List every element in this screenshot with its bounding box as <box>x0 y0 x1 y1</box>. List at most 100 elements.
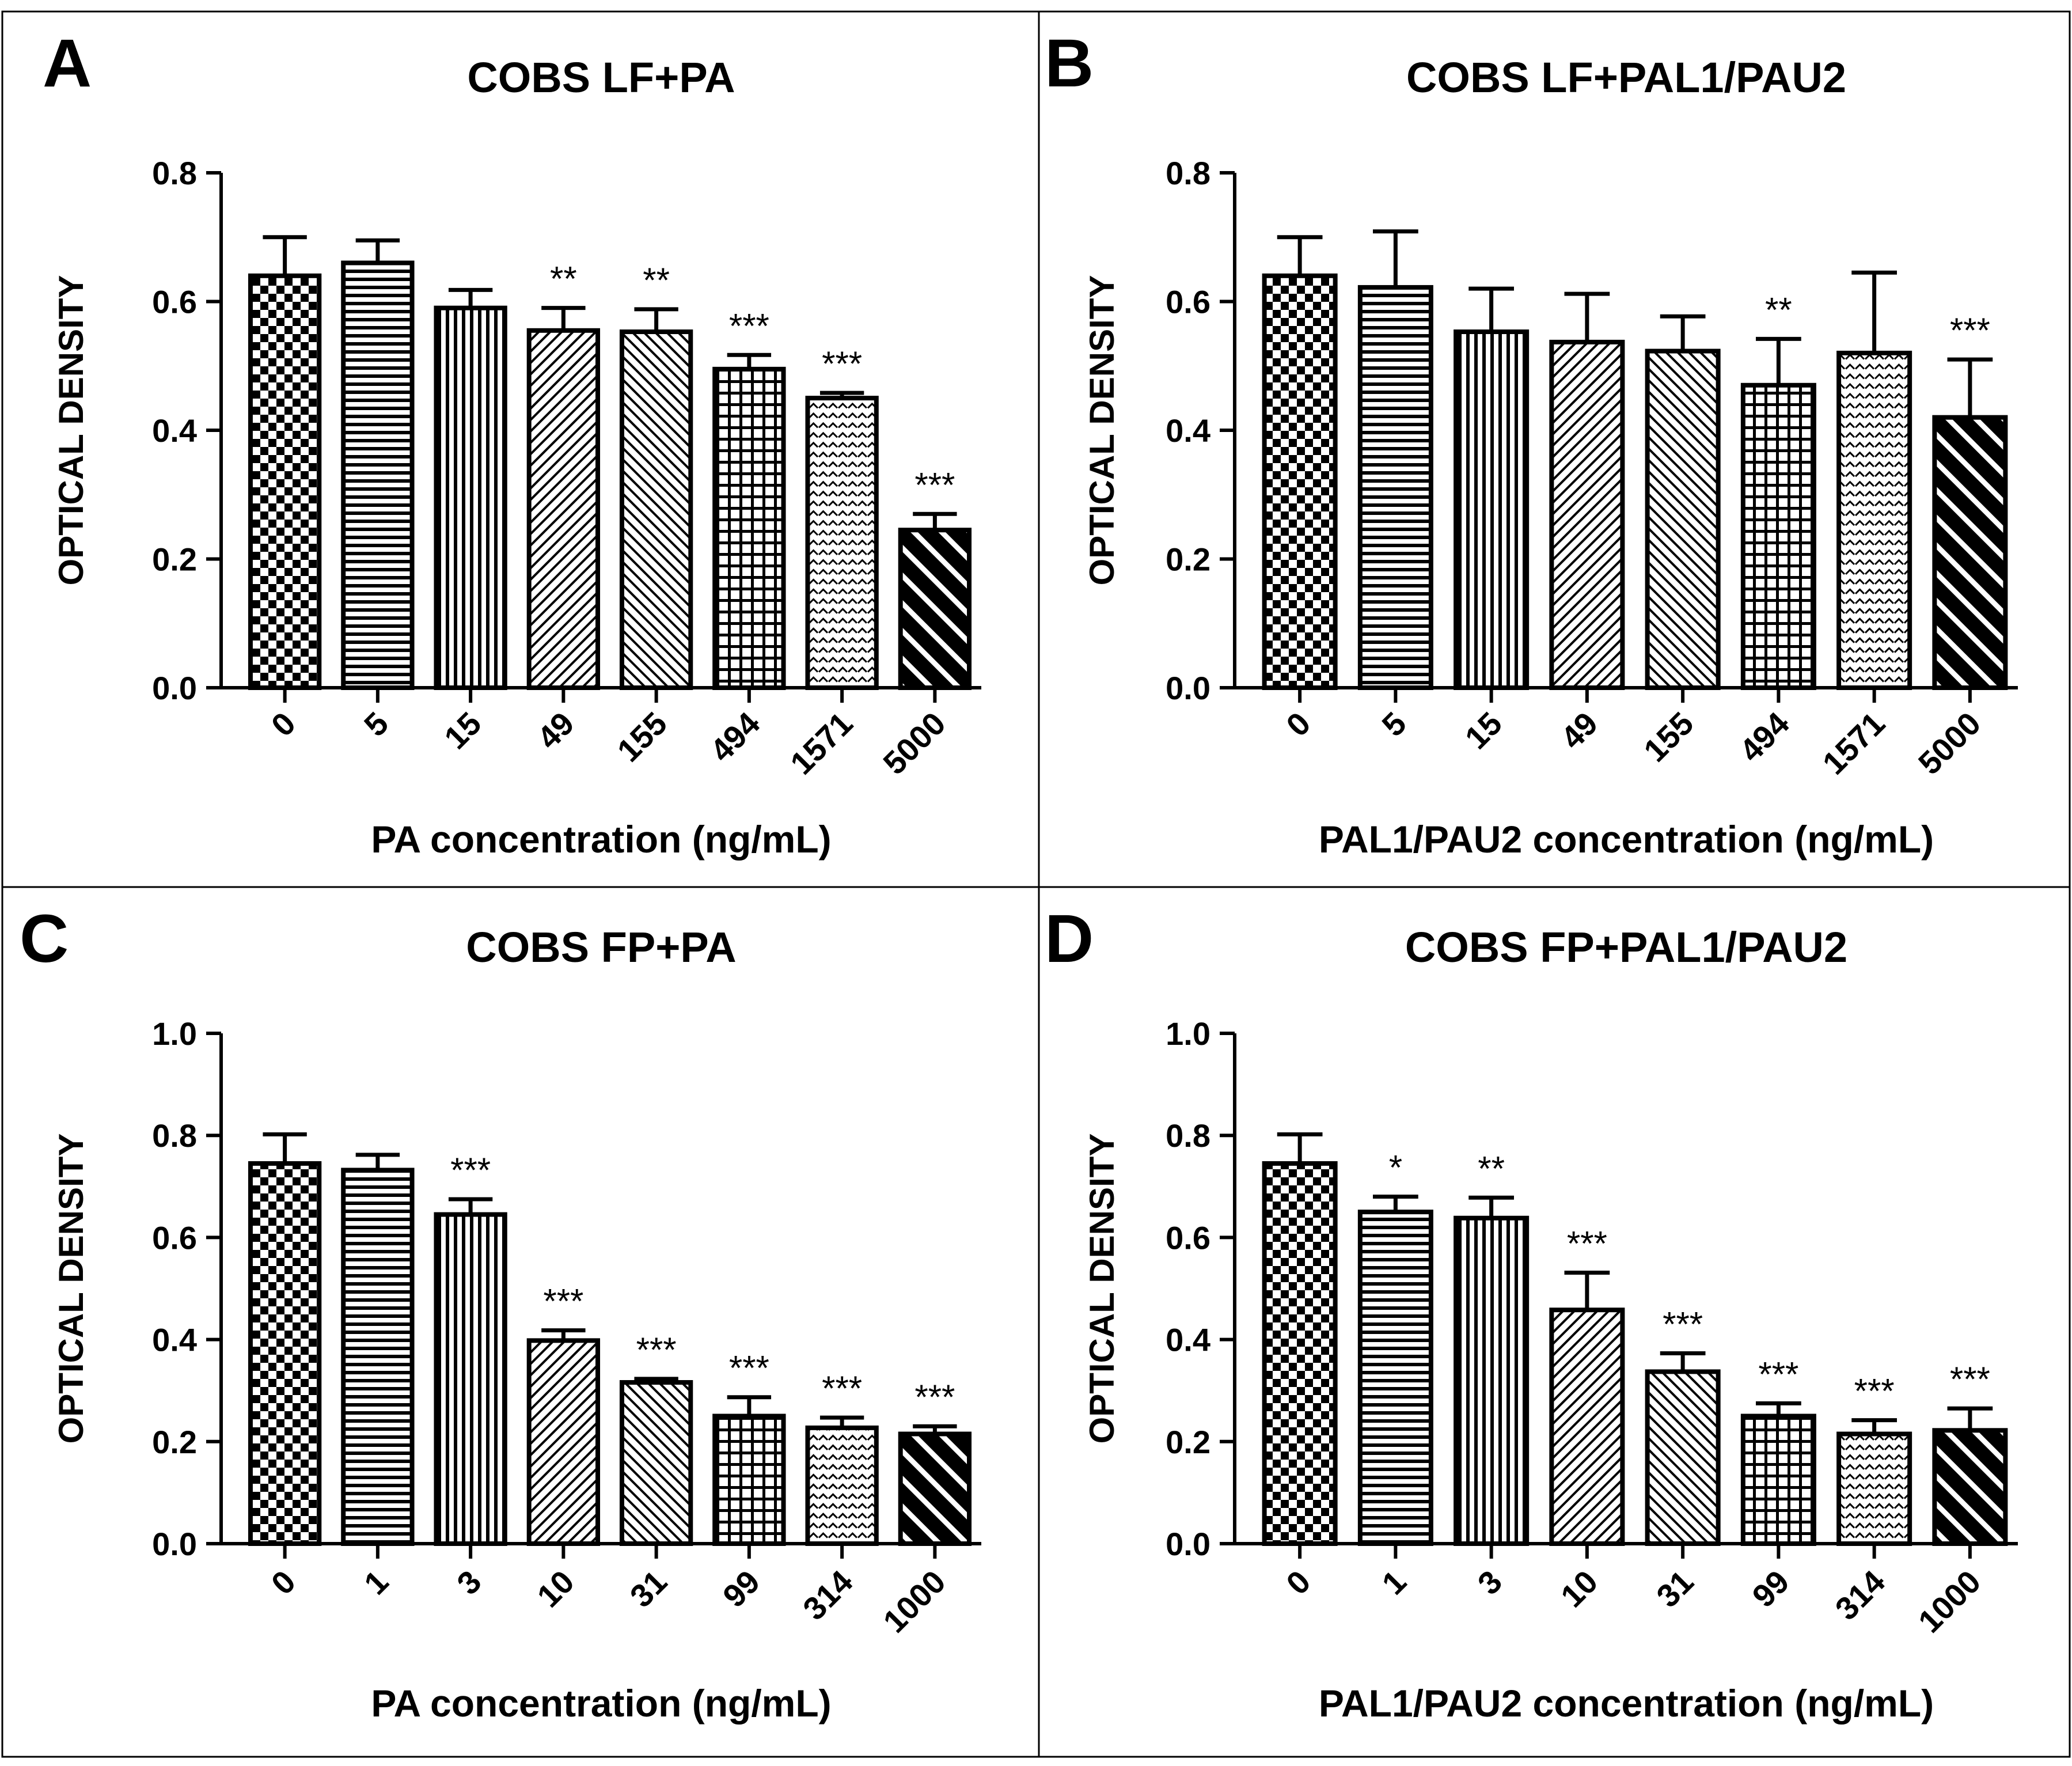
bar-5 <box>1357 285 1433 691</box>
y-tick-label: 0.6 <box>152 284 197 320</box>
bar-99 <box>1740 1413 1816 1546</box>
bar-1000 <box>1932 1428 2008 1546</box>
y-tick-label: 0.8 <box>152 1117 197 1154</box>
panels-layer: A COBS LF+PA OPTICAL DENSITY PA concentrati… <box>20 25 2018 1725</box>
x-tick-label: 5000 <box>876 705 952 782</box>
y-tick-label: 0.0 <box>152 1526 197 1562</box>
chart-title: COBS LF+PA <box>467 54 735 101</box>
y-tick-label: 0.4 <box>1166 412 1210 449</box>
significance-marker: *** <box>1950 1360 1990 1399</box>
y-tick-label: 0.6 <box>152 1219 197 1256</box>
y-tick-label: 0.2 <box>152 541 197 578</box>
significance-marker: *** <box>1758 1355 1798 1393</box>
significance-marker: *** <box>822 344 862 383</box>
bar-31 <box>1645 1369 1721 1547</box>
significance-marker: *** <box>636 1331 677 1369</box>
y-tick-label: 0.6 <box>1166 1219 1210 1256</box>
x-tick-label: 31 <box>1649 1563 1701 1615</box>
x-tick-label: 49 <box>1554 705 1605 756</box>
significance-marker: ** <box>550 260 577 298</box>
significance-marker: ** <box>643 261 670 300</box>
x-tick-label: 15 <box>437 705 488 756</box>
x-tick-label: 3 <box>1471 1563 1509 1602</box>
x-tick-label: 5000 <box>1911 705 1988 782</box>
bar-314 <box>805 1425 879 1546</box>
bar-5000 <box>1932 415 2008 691</box>
x-tick-label: 49 <box>530 705 581 756</box>
significance-marker: *** <box>450 1151 491 1189</box>
panel-b: B COBS LF+PAL1/PAU2 OPTICAL DENSITY PAL1/PA… <box>1045 25 2018 861</box>
bar-5000 <box>898 528 972 691</box>
x-tick-label: 10 <box>530 1563 581 1615</box>
panel-a: A COBS LF+PA OPTICAL DENSITY PA concentrati… <box>43 25 981 861</box>
significance-marker: *** <box>914 465 955 504</box>
bar-3 <box>1454 1215 1530 1546</box>
x-axis-label: PAL1/PAU2 concentration (ng/mL) <box>1319 818 1934 861</box>
x-tick-label: 99 <box>1745 1563 1796 1615</box>
bar-99 <box>712 1413 786 1546</box>
significance-marker: *** <box>914 1378 955 1416</box>
y-axis-label: OPTICAL DENSITY <box>52 275 90 586</box>
bar-1 <box>1357 1210 1433 1546</box>
y-tick-label: 0.8 <box>1166 1117 1210 1154</box>
x-tick-label: 5 <box>357 705 396 744</box>
x-tick-label: 0 <box>1279 705 1318 744</box>
x-tick-label: 155 <box>1637 705 1701 769</box>
bar-0 <box>1262 273 1338 690</box>
panel-d: D COBS FP+PAL1/PAU2 OPTICAL DENSITY PAL1/PA… <box>1045 901 2018 1725</box>
panel-label: A <box>43 25 92 101</box>
x-axis-label: PAL1/PAU2 concentration (ng/mL) <box>1319 1682 1934 1725</box>
x-tick-label: 99 <box>716 1563 767 1615</box>
significance-marker: *** <box>543 1282 583 1321</box>
bar-494 <box>712 366 786 690</box>
bar-1 <box>341 1168 415 1546</box>
y-tick-label: 0.2 <box>152 1424 197 1460</box>
y-tick-label: 0.4 <box>152 1322 197 1358</box>
bar-314 <box>1836 1431 1912 1547</box>
bar-0 <box>248 273 322 690</box>
x-tick-label: 1000 <box>876 1563 952 1640</box>
chart-title: COBS FP+PAL1/PAU2 <box>1405 923 1847 971</box>
bar-49 <box>1549 339 1625 690</box>
significance-marker: *** <box>822 1369 862 1408</box>
bar-49 <box>526 328 601 690</box>
bar-155 <box>619 329 693 690</box>
y-axis-label: OPTICAL DENSITY <box>52 1134 90 1444</box>
significance-marker: *** <box>729 306 769 345</box>
y-tick-label: 0.4 <box>1166 1322 1210 1358</box>
bar-10 <box>1549 1308 1625 1546</box>
figure-border <box>1 10 2071 1758</box>
x-tick-label: 494 <box>703 705 767 769</box>
y-tick-label: 0.8 <box>152 155 197 191</box>
y-tick-label: 1.0 <box>152 1015 197 1052</box>
chart-title: COBS FP+PA <box>466 923 736 971</box>
x-tick-label: 1000 <box>1911 1563 1988 1640</box>
y-tick-label: 1.0 <box>1166 1015 1210 1052</box>
y-tick-label: 0.8 <box>1166 155 1210 191</box>
bar-1571 <box>1836 350 1912 690</box>
bar-3 <box>434 1212 507 1546</box>
bar-0 <box>248 1161 322 1546</box>
significance-marker: *** <box>1950 311 1990 350</box>
bar-10 <box>526 1338 601 1546</box>
x-tick-label: 1 <box>357 1563 396 1602</box>
y-tick-label: 0.0 <box>1166 670 1210 706</box>
significance-marker: * <box>1389 1149 1402 1187</box>
chart-title: COBS LF+PAL1/PAU2 <box>1406 54 1846 101</box>
bar-15 <box>1454 329 1530 690</box>
x-tick-label: 1 <box>1375 1563 1413 1602</box>
bar-31 <box>619 1380 693 1546</box>
significance-marker: *** <box>1854 1372 1895 1411</box>
x-tick-label: 0 <box>264 705 303 744</box>
bar-494 <box>1740 382 1816 690</box>
significance-marker: *** <box>1567 1225 1607 1263</box>
x-tick-label: 155 <box>610 705 674 769</box>
x-tick-label: 3 <box>450 1563 488 1602</box>
x-tick-label: 1571 <box>1815 705 1892 782</box>
panel-label: D <box>1045 901 1094 977</box>
x-tick-label: 1571 <box>783 705 860 782</box>
x-tick-label: 314 <box>796 1563 860 1627</box>
x-tick-label: 0 <box>1279 1563 1318 1602</box>
x-axis-label: PA concentration (ng/mL) <box>371 1682 831 1725</box>
y-axis-label: OPTICAL DENSITY <box>1083 1134 1121 1444</box>
